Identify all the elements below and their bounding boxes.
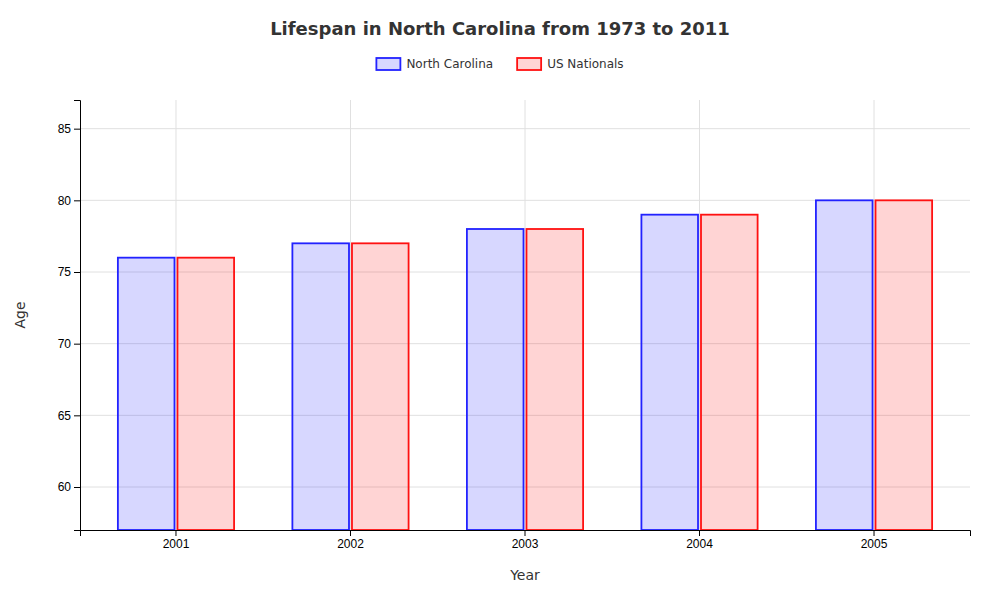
bar — [467, 229, 524, 530]
x-axis-line — [81, 531, 971, 537]
grid-line — [874, 100, 875, 530]
x-tick: 2005 — [861, 530, 888, 551]
x-tick-label: 2004 — [686, 537, 713, 551]
bar — [352, 243, 409, 530]
bar — [816, 200, 873, 530]
bar — [701, 215, 758, 530]
x-tick-label: 2005 — [861, 537, 888, 551]
y-tick-label: 75 — [58, 265, 72, 279]
y-tick: 85 — [58, 122, 80, 136]
x-tick-label: 2002 — [337, 537, 364, 551]
y-tick-label: 80 — [58, 194, 72, 208]
bar — [526, 229, 583, 530]
y-tick: 65 — [58, 409, 80, 423]
grid — [80, 100, 970, 530]
series — [177, 200, 932, 530]
y-tick-mark — [74, 415, 80, 416]
y-tick-mark — [74, 272, 80, 273]
bar — [876, 200, 933, 530]
x-tick: 2004 — [686, 530, 713, 551]
plot: 2001 2002 2003 2004 2005 60 65 70 75 80 85 — [58, 100, 971, 551]
grid-line — [175, 100, 176, 530]
y-tick-label: 85 — [58, 122, 72, 136]
bars — [118, 200, 932, 530]
bar — [641, 215, 698, 530]
y-tick-label: 60 — [58, 480, 72, 494]
x-tick-mark — [175, 530, 176, 536]
title: Lifespan in North Carolina from 1973 to … — [270, 18, 730, 39]
y-tick-mark — [74, 487, 80, 488]
x-tick-mark — [874, 530, 875, 536]
chart: 2001 2002 2003 2004 2005 60 65 70 75 80 85 Year Age L… — [0, 0, 1000, 600]
y-tick: 80 — [58, 194, 80, 208]
legend-swatch — [376, 58, 400, 70]
y-axis-line — [74, 101, 81, 531]
y-tick-mark — [74, 344, 80, 345]
x-axis-title: Year — [509, 567, 540, 583]
x-tick-label: 2001 — [163, 537, 190, 551]
x-tick: 2001 — [163, 530, 190, 551]
legend-item: North Carolina — [376, 57, 493, 71]
y-tick-mark — [74, 200, 80, 201]
x-tick: 2003 — [512, 530, 539, 551]
y-tick-label: 65 — [58, 409, 72, 423]
grid-line — [699, 100, 700, 530]
grid-line — [350, 100, 351, 530]
bar — [292, 243, 349, 530]
y-tick-mark — [74, 129, 80, 130]
y-tick-label: 70 — [58, 337, 72, 351]
x-tick-mark — [525, 530, 526, 536]
y-tick: 75 — [58, 265, 80, 279]
legend-swatch — [517, 58, 541, 70]
bar — [118, 258, 175, 530]
legend-label: US Nationals — [547, 57, 623, 71]
grid-line — [525, 100, 526, 530]
y-tick: 60 — [58, 480, 80, 494]
legend-label: North Carolina — [406, 57, 493, 71]
x-tick-mark — [699, 530, 700, 536]
bar — [177, 258, 234, 530]
y-axis-title: Age — [12, 301, 28, 328]
x-tick-label: 2003 — [512, 537, 539, 551]
x-axis: 2001 2002 2003 2004 2005 — [81, 530, 971, 551]
y-axis: 60 65 70 75 80 85 — [58, 101, 81, 531]
x-tick-mark — [350, 530, 351, 536]
legend: North Carolina US Nationals — [376, 57, 623, 71]
y-tick: 70 — [58, 337, 80, 351]
legend-item: US Nationals — [517, 57, 623, 71]
x-tick: 2002 — [337, 530, 364, 551]
series — [118, 200, 873, 530]
